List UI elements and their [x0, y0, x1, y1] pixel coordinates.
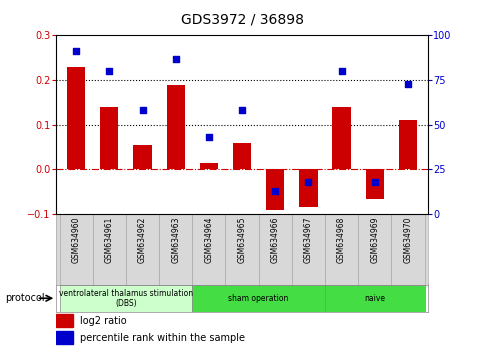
Text: GDS3972 / 36898: GDS3972 / 36898: [180, 12, 303, 27]
Text: GSM634966: GSM634966: [270, 216, 279, 263]
Bar: [56, 331, 73, 344]
Bar: [232, 143, 251, 170]
Text: GSM634962: GSM634962: [138, 216, 147, 263]
Point: [271, 188, 279, 194]
Text: GSM634967: GSM634967: [304, 216, 312, 263]
Bar: [100, 107, 118, 170]
Text: GSM634965: GSM634965: [237, 216, 246, 263]
Text: log2 ratio: log2 ratio: [80, 316, 127, 326]
Bar: [265, 170, 284, 210]
Point: [370, 179, 378, 185]
Text: sham operation: sham operation: [228, 294, 288, 303]
Bar: [325, 285, 424, 312]
Point: [238, 108, 245, 113]
Point: [304, 179, 312, 185]
Text: GSM634964: GSM634964: [204, 216, 213, 263]
Point: [403, 81, 411, 86]
Bar: [291, 214, 325, 285]
Text: GSM634970: GSM634970: [403, 216, 411, 263]
Point: [337, 68, 345, 74]
Point: [204, 135, 212, 140]
Text: GSM634961: GSM634961: [104, 216, 114, 263]
Bar: [325, 214, 357, 285]
Bar: [60, 214, 93, 285]
Bar: [93, 214, 125, 285]
Bar: [398, 120, 416, 170]
Bar: [199, 163, 218, 170]
Bar: [56, 314, 73, 327]
Bar: [67, 67, 85, 170]
Point: [72, 48, 80, 54]
Bar: [299, 170, 317, 207]
Bar: [258, 214, 291, 285]
Text: GSM634960: GSM634960: [72, 216, 81, 263]
Text: protocol: protocol: [5, 293, 44, 303]
Text: ventrolateral thalamus stimulation
(DBS): ventrolateral thalamus stimulation (DBS): [59, 289, 193, 308]
Bar: [159, 214, 192, 285]
Bar: [365, 170, 383, 199]
Text: GSM634968: GSM634968: [336, 216, 346, 263]
Bar: [133, 145, 151, 170]
Bar: [225, 214, 258, 285]
Bar: [357, 214, 390, 285]
Point: [138, 108, 146, 113]
Bar: [332, 107, 350, 170]
Point: [105, 68, 113, 74]
Bar: [60, 285, 192, 312]
Bar: [166, 85, 184, 170]
Bar: [192, 214, 225, 285]
Bar: [390, 214, 424, 285]
Text: percentile rank within the sample: percentile rank within the sample: [80, 333, 245, 343]
Text: GSM634969: GSM634969: [369, 216, 379, 263]
Point: [171, 56, 179, 62]
Text: GSM634963: GSM634963: [171, 216, 180, 263]
Bar: [125, 214, 159, 285]
Text: naive: naive: [364, 294, 385, 303]
Bar: [192, 285, 325, 312]
